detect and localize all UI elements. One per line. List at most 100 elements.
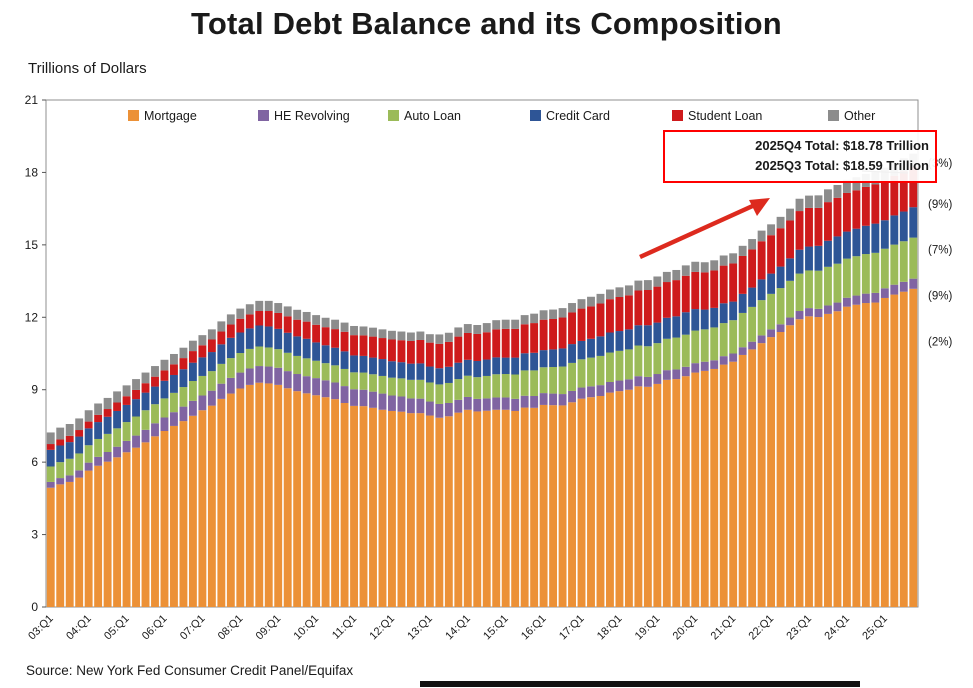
bar-segment-other	[549, 309, 558, 319]
bar-segment-auto-loan	[824, 266, 832, 306]
bar-segment-student-loan	[539, 319, 548, 351]
bar-segment-he-revolving	[454, 399, 463, 413]
bar-segment-auto-loan	[549, 367, 558, 394]
legend-swatch-other	[828, 110, 839, 121]
bar-segment-he-revolving	[691, 363, 700, 373]
bar-segment-mortgage	[207, 405, 216, 607]
bar-segment-student-loan	[482, 332, 491, 360]
bar-segment-student-loan	[274, 312, 283, 329]
bar-segment-credit-card	[312, 342, 321, 361]
bar-segment-auto-loan	[587, 357, 595, 387]
bar-segment-mortgage	[776, 332, 785, 607]
bar-segment-student-loan	[425, 342, 434, 367]
bar-segment-other	[719, 255, 728, 266]
bar-segment-other	[406, 332, 415, 341]
bar-segment-auto-loan	[786, 280, 794, 318]
trend-arrow-shaft	[639, 201, 758, 260]
bar-segment-mortgage	[84, 470, 93, 607]
x-tick-label: 12:Q1	[367, 613, 397, 643]
bar-segment-other	[46, 432, 55, 445]
bar-segment-student-loan	[587, 306, 595, 339]
bar-segment-mortgage	[264, 383, 273, 607]
bar-segment-mortgage	[293, 391, 302, 607]
bar-segment-student-loan	[312, 324, 321, 343]
bar-segment-mortgage	[188, 415, 197, 607]
bar-segment-student-loan	[596, 303, 605, 337]
bar-segment-he-revolving	[719, 356, 728, 365]
bar-segment-he-revolving	[46, 481, 55, 488]
bar-segment-student-loan	[672, 280, 681, 317]
bar-segment-mortgage	[236, 388, 245, 607]
bar-segment-he-revolving	[226, 377, 235, 394]
bar-segment-other	[606, 289, 614, 300]
bar-segment-student-loan	[558, 317, 567, 349]
bar-segment-mortgage	[861, 303, 870, 607]
bar-segment-he-revolving	[444, 402, 453, 417]
y-tick-label: 18	[25, 165, 39, 179]
bar-segment-auto-loan	[179, 387, 188, 407]
bar-segment-credit-card	[710, 307, 719, 328]
bar-segment-auto-loan	[188, 381, 197, 401]
bar-segment-auto-loan	[729, 320, 738, 354]
bar-segment-student-loan	[748, 249, 757, 288]
bar-segment-he-revolving	[615, 380, 624, 392]
bar-segment-he-revolving	[842, 297, 851, 307]
bar-segment-he-revolving	[871, 292, 880, 303]
bar-segment-mortgage	[416, 413, 425, 607]
bar-segment-mortgage	[473, 411, 482, 607]
y-tick-label: 21	[25, 93, 39, 107]
bar-segment-credit-card	[444, 366, 453, 383]
bar-segment-he-revolving	[729, 353, 738, 362]
bar-segment-auto-loan	[520, 370, 529, 396]
bar-segment-mortgage	[255, 382, 264, 607]
bar-segment-other	[359, 326, 368, 336]
bar-segment-auto-loan	[170, 392, 178, 413]
bar-segment-mortgage	[94, 465, 103, 607]
bar-segment-student-loan	[700, 272, 709, 310]
bar-segment-he-revolving	[293, 374, 302, 392]
bar-segment-auto-loan	[46, 466, 55, 482]
bar-segment-auto-loan	[416, 379, 425, 399]
bar-segment-he-revolving	[814, 308, 823, 318]
bar-segment-credit-card	[141, 392, 150, 411]
bar-segment-auto-loan	[539, 367, 548, 394]
bar-segment-auto-loan	[814, 270, 823, 309]
bar-segment-credit-card	[539, 350, 548, 368]
bar-segment-mortgage	[378, 409, 387, 607]
bar-segment-he-revolving	[207, 390, 216, 406]
y-tick-label: 12	[25, 310, 39, 324]
bar-segment-mortgage	[710, 368, 719, 607]
bar-segment-mortgage	[767, 337, 776, 607]
bar-segment-credit-card	[577, 340, 586, 360]
bar-segment-he-revolving	[141, 429, 150, 443]
bar-segment-mortgage	[113, 457, 122, 607]
bar-segment-other	[141, 372, 150, 384]
bar-segment-other	[539, 310, 548, 320]
bar-segment-mortgage	[321, 397, 330, 607]
bar-segment-student-loan	[151, 376, 159, 387]
bar-segment-credit-card	[899, 211, 908, 242]
bar-segment-he-revolving	[340, 386, 349, 403]
bar-segment-student-loan	[530, 323, 539, 353]
bar-segment-other	[833, 184, 842, 198]
y-tick-label: 0	[31, 600, 38, 614]
bar-segment-other	[302, 311, 311, 322]
bar-segment-auto-loan	[672, 337, 681, 370]
bar-segment-student-loan	[577, 308, 586, 341]
bar-segment-other	[615, 287, 624, 298]
bar-segment-mortgage	[568, 402, 576, 607]
bar-segment-he-revolving	[577, 387, 586, 399]
bar-segment-auto-loan	[842, 258, 851, 298]
bar-segment-mortgage	[587, 397, 595, 607]
bar-segment-other	[624, 285, 633, 296]
trend-arrow-head	[749, 198, 770, 216]
legend-label-auto-loan: Auto Loan	[404, 109, 461, 123]
bar-segment-auto-loan	[871, 252, 880, 293]
bar-segment-mortgage	[634, 386, 643, 607]
bar-segment-mortgage	[558, 405, 567, 607]
y-tick-label: 6	[31, 455, 38, 469]
bar-segment-mortgage	[672, 379, 681, 607]
bar-segment-credit-card	[786, 258, 794, 281]
bar-segment-he-revolving	[558, 394, 567, 406]
